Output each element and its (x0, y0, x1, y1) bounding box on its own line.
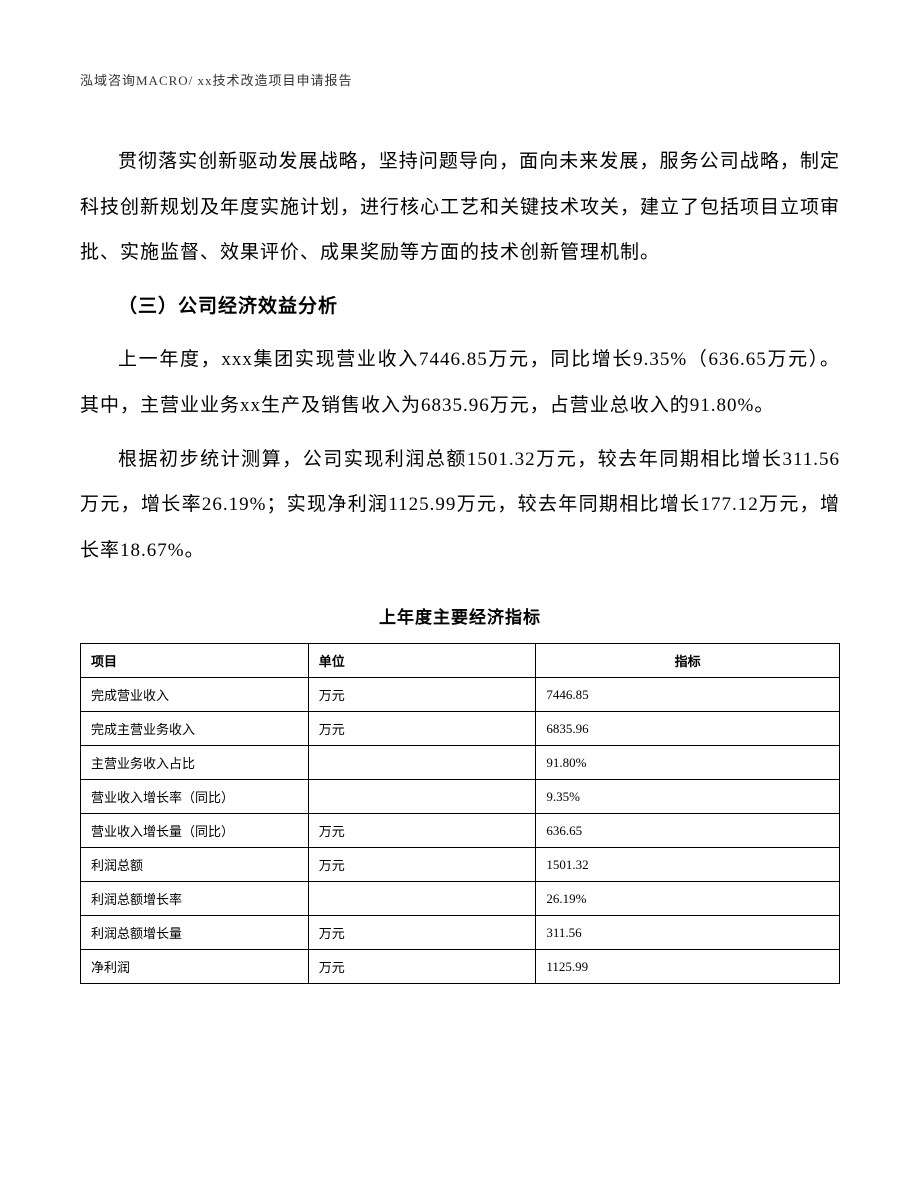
paragraph-3: 根据初步统计测算，公司实现利润总额1501.32万元，较去年同期相比增长311.… (80, 437, 840, 574)
table-cell-value: 1125.99 (536, 950, 840, 984)
table-cell-value: 636.65 (536, 814, 840, 848)
table-cell-value: 1501.32 (536, 848, 840, 882)
table-cell-unit (308, 780, 536, 814)
paragraph-1: 贯彻落实创新驱动发展战略，坚持问题导向，面向未来发展，服务公司战略，制定科技创新… (80, 139, 840, 276)
table-cell-unit (308, 746, 536, 780)
table-header-value: 指标 (536, 644, 840, 678)
table-cell-value: 6835.96 (536, 712, 840, 746)
table-header-row: 项目 单位 指标 (81, 644, 840, 678)
table-cell-value: 311.56 (536, 916, 840, 950)
page-header: 泓域咨询MACRO/ xx技术改造项目申请报告 (80, 70, 840, 89)
table-cell-project: 完成营业收入 (81, 678, 309, 712)
table-cell-value: 7446.85 (536, 678, 840, 712)
table-cell-value: 9.35% (536, 780, 840, 814)
table-cell-project: 利润总额增长率 (81, 882, 309, 916)
economic-indicators-table: 项目 单位 指标 完成营业收入 万元 7446.85 完成主营业务收入 万元 6… (80, 643, 840, 984)
table-row: 完成主营业务收入 万元 6835.96 (81, 712, 840, 746)
table-cell-project: 营业收入增长率（同比） (81, 780, 309, 814)
section-heading: （三）公司经济效益分析 (80, 284, 840, 330)
paragraph-2: 上一年度，xxx集团实现营业收入7446.85万元，同比增长9.35%（636.… (80, 337, 840, 428)
table-cell-project: 净利润 (81, 950, 309, 984)
table-row: 完成营业收入 万元 7446.85 (81, 678, 840, 712)
table-cell-project: 利润总额 (81, 848, 309, 882)
table-cell-project: 完成主营业务收入 (81, 712, 309, 746)
table-row: 营业收入增长率（同比） 9.35% (81, 780, 840, 814)
table-cell-unit: 万元 (308, 678, 536, 712)
table-cell-project: 利润总额增长量 (81, 916, 309, 950)
table-cell-value: 91.80% (536, 746, 840, 780)
table-cell-unit: 万元 (308, 814, 536, 848)
table-cell-value: 26.19% (536, 882, 840, 916)
table-row: 利润总额增长量 万元 311.56 (81, 916, 840, 950)
table-header-project: 项目 (81, 644, 309, 678)
table-cell-project: 主营业务收入占比 (81, 746, 309, 780)
table-row: 主营业务收入占比 91.80% (81, 746, 840, 780)
table-row: 利润总额增长率 26.19% (81, 882, 840, 916)
table-cell-unit: 万元 (308, 712, 536, 746)
table-header-unit: 单位 (308, 644, 536, 678)
table-cell-unit: 万元 (308, 916, 536, 950)
table-cell-unit (308, 882, 536, 916)
table-cell-project: 营业收入增长量（同比） (81, 814, 309, 848)
table-row: 净利润 万元 1125.99 (81, 950, 840, 984)
table-cell-unit: 万元 (308, 950, 536, 984)
table-cell-unit: 万元 (308, 848, 536, 882)
table-title: 上年度主要经济指标 (80, 603, 840, 628)
table-row: 利润总额 万元 1501.32 (81, 848, 840, 882)
table-row: 营业收入增长量（同比） 万元 636.65 (81, 814, 840, 848)
